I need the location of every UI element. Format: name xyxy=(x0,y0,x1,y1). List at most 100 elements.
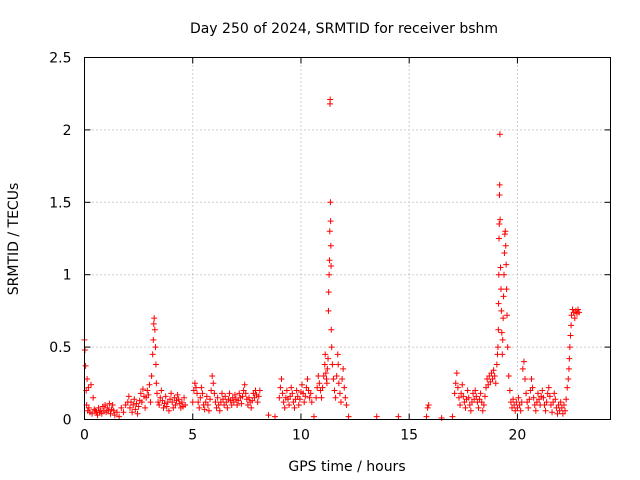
data-point xyxy=(498,307,505,314)
data-point xyxy=(530,394,537,401)
data-point xyxy=(543,399,550,406)
data-point xyxy=(336,390,343,397)
data-point xyxy=(199,390,206,397)
data-point xyxy=(92,407,99,414)
data-point xyxy=(323,380,330,387)
data-point xyxy=(85,384,92,391)
data-point xyxy=(293,387,300,394)
data-point xyxy=(279,390,286,397)
data-point xyxy=(529,384,536,391)
data-point xyxy=(135,403,142,410)
data-point xyxy=(552,396,559,403)
data-point xyxy=(568,322,575,329)
data-point xyxy=(248,404,255,411)
data-point xyxy=(307,390,314,397)
data-point xyxy=(318,394,325,401)
data-point xyxy=(328,263,335,270)
data-point xyxy=(551,390,558,397)
data-point xyxy=(222,393,229,400)
data-point xyxy=(149,351,156,358)
data-point xyxy=(523,390,530,397)
data-point xyxy=(566,344,573,351)
data-point xyxy=(526,396,533,403)
data-point xyxy=(491,373,498,380)
data-point xyxy=(144,387,151,394)
grid xyxy=(84,57,611,420)
data-point xyxy=(462,404,469,411)
data-point xyxy=(322,351,329,358)
data-point xyxy=(146,381,153,388)
data-point xyxy=(281,404,288,411)
data-point xyxy=(283,387,290,394)
data-point xyxy=(198,384,205,391)
data-point xyxy=(158,387,165,394)
data-point xyxy=(89,410,96,417)
data-point xyxy=(345,413,352,420)
x-axis-label: GPS time / hours xyxy=(288,459,405,475)
data-point xyxy=(239,393,246,400)
data-point xyxy=(319,384,326,391)
data-point xyxy=(496,131,503,138)
data-point xyxy=(497,264,504,271)
data-point xyxy=(178,399,185,406)
data-point xyxy=(495,300,502,307)
data-point xyxy=(575,306,582,313)
data-point xyxy=(289,390,296,397)
data-point xyxy=(341,384,348,391)
data-point xyxy=(340,365,347,372)
data-point xyxy=(546,393,553,400)
data-point xyxy=(498,329,505,336)
data-point xyxy=(325,289,332,296)
data-point xyxy=(175,396,182,403)
y-tick-label: 2.5 xyxy=(49,51,71,67)
data-point xyxy=(151,315,158,322)
data-point xyxy=(327,218,334,225)
data-point xyxy=(326,228,333,235)
data-point xyxy=(499,351,506,358)
data-point xyxy=(295,402,302,409)
data-point xyxy=(564,384,571,391)
data-point xyxy=(454,384,461,391)
data-point xyxy=(539,387,546,394)
data-point xyxy=(241,381,248,388)
plot-frame xyxy=(84,57,611,420)
data-point xyxy=(209,373,216,380)
data-point xyxy=(373,413,380,420)
x-tick-label: 5 xyxy=(188,428,197,444)
data-point xyxy=(506,387,513,394)
data-point xyxy=(331,387,338,394)
data-point xyxy=(423,413,430,420)
data-point xyxy=(560,402,567,409)
data-point xyxy=(214,394,221,401)
data-point xyxy=(194,390,201,397)
data-point xyxy=(278,375,285,382)
data-point xyxy=(291,404,298,411)
data-point xyxy=(329,361,336,368)
data-point xyxy=(562,407,569,414)
data-point xyxy=(477,390,484,397)
data-point xyxy=(453,370,460,377)
data-point xyxy=(296,396,303,403)
data-point xyxy=(496,181,503,188)
data-point xyxy=(451,390,458,397)
data-point xyxy=(528,375,535,382)
data-point xyxy=(322,370,329,377)
data-point xyxy=(342,394,349,401)
data-point xyxy=(246,394,253,401)
axis-ticks: 0 5 10 15 20 0 0.5 1 1.5 2 2.5 xyxy=(49,51,611,444)
data-point xyxy=(525,404,532,411)
data-point xyxy=(132,406,139,413)
data-point xyxy=(519,365,526,372)
data-point xyxy=(493,361,500,368)
data-point xyxy=(308,399,315,406)
data-point xyxy=(338,399,345,406)
data-point xyxy=(142,404,149,411)
data-point xyxy=(452,380,459,387)
data-point xyxy=(343,402,350,409)
data-point xyxy=(107,410,114,417)
data-point xyxy=(540,394,547,401)
data-point xyxy=(134,410,141,417)
data-point xyxy=(496,221,503,228)
data-point xyxy=(542,407,549,414)
